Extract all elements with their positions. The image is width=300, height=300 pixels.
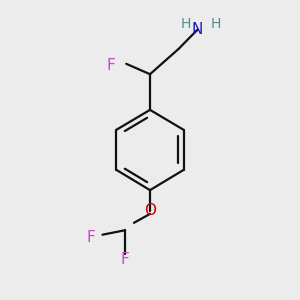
Text: H: H	[210, 17, 220, 31]
Text: F: F	[107, 58, 116, 73]
Text: O: O	[144, 203, 156, 218]
Text: N: N	[192, 22, 203, 37]
Text: H: H	[181, 17, 191, 31]
Text: F: F	[86, 230, 95, 245]
Text: F: F	[121, 253, 129, 268]
